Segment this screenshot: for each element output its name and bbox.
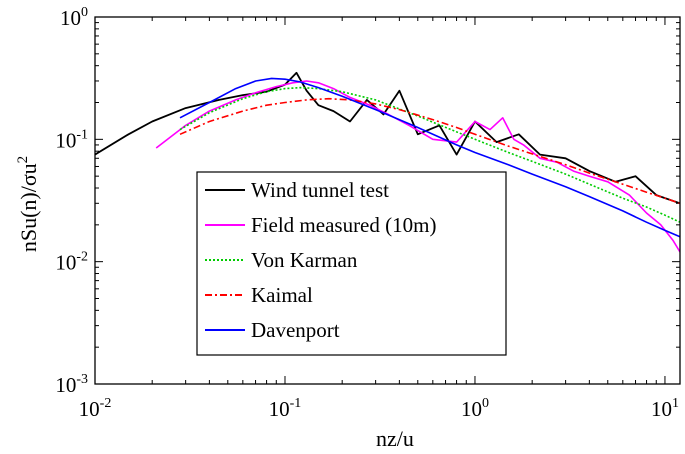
y-tick-label: 10-1: [55, 127, 88, 152]
series-line-0: [95, 71, 680, 205]
plot-frame: [94, 16, 681, 385]
x-axis-label: nz/u: [376, 426, 414, 451]
y-tick-label: 100: [60, 5, 88, 30]
y-tick-label: 10-3: [55, 372, 88, 397]
series-line-4: [179, 77, 680, 238]
series-layer: [95, 71, 680, 253]
x-tick-label: 10-1: [269, 396, 302, 421]
y-axis-label-main: nSu(n)/σu: [16, 163, 41, 252]
y-axis-label: nSu(n)/σu2: [15, 156, 41, 252]
legend-box: [196, 171, 507, 356]
legend-label: Field measured (10m): [251, 213, 436, 237]
legend-items: Wind tunnel test Field measured (10m) Von …: [205, 178, 436, 342]
x-tick-label: 101: [651, 396, 679, 421]
series-line-1: [155, 80, 680, 253]
legend-label: Kaimal: [251, 283, 313, 307]
y-axis-label-sup: 2: [15, 156, 31, 164]
x-tick-label: 10-2: [79, 396, 112, 421]
legend-label: Von Karman: [251, 248, 358, 272]
legend-label: Wind tunnel test: [251, 178, 389, 202]
series-line-3: [179, 97, 680, 205]
x-tick-label: 100: [461, 396, 489, 421]
series-line-2: [179, 86, 680, 223]
legend: Wind tunnel test Field measured (10m) Von …: [196, 171, 507, 356]
y-tick-label: 10-2: [55, 250, 88, 275]
legend-label: Davenport: [251, 318, 340, 342]
